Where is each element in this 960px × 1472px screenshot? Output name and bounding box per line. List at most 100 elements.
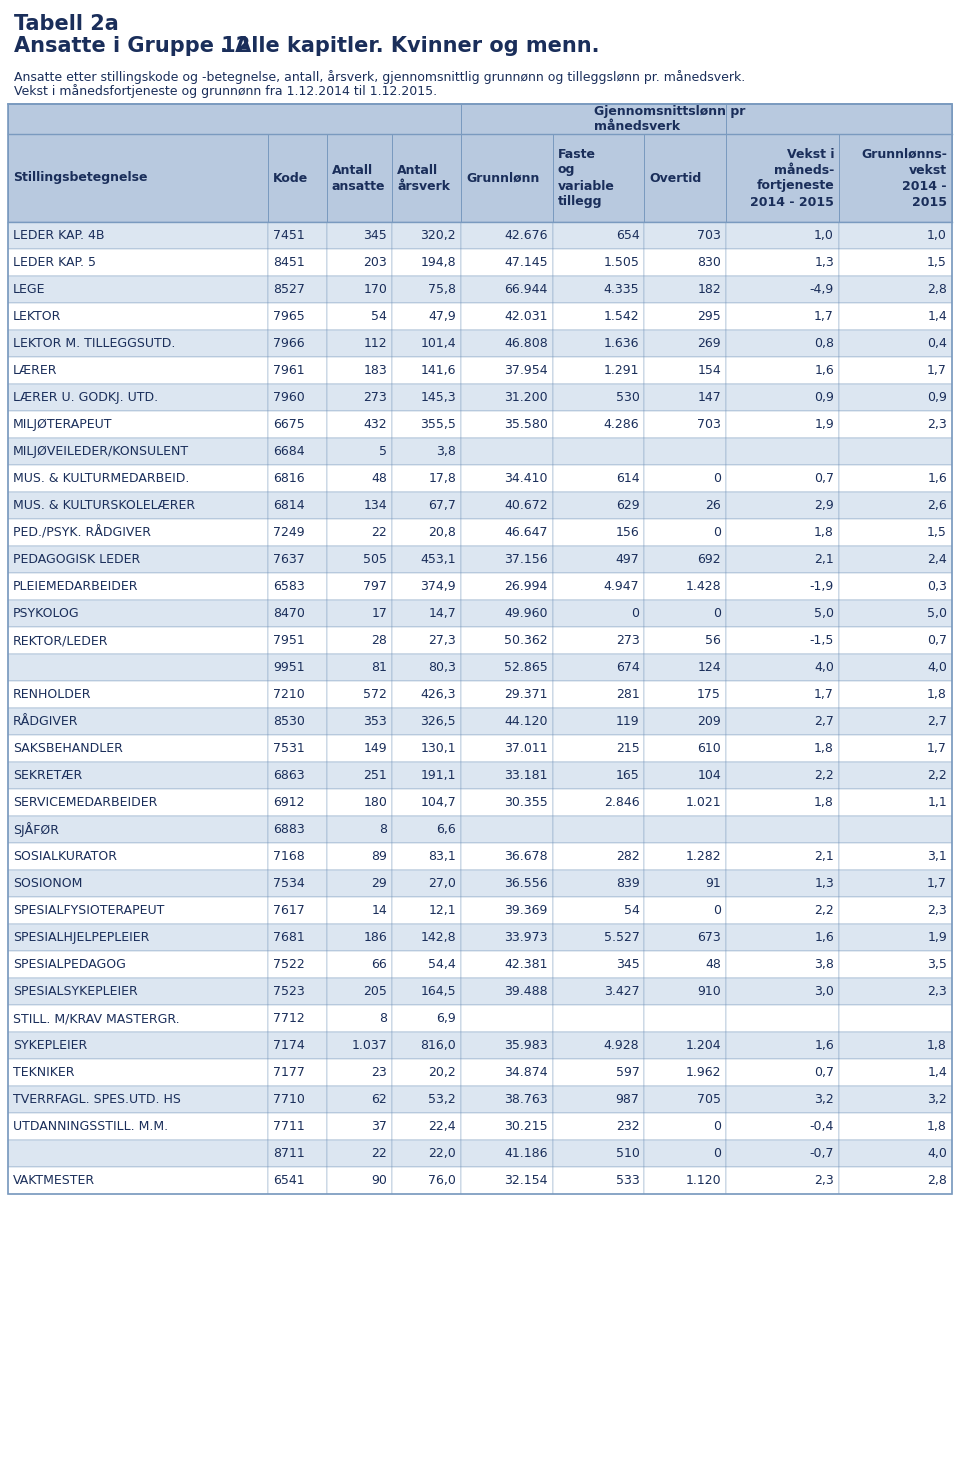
Bar — [326, 762, 392, 789]
Bar — [839, 951, 952, 977]
Bar — [326, 277, 392, 303]
Bar — [553, 546, 644, 573]
Text: 0: 0 — [713, 1120, 721, 1133]
Text: 1,8: 1,8 — [927, 687, 947, 701]
Bar — [553, 573, 644, 601]
Text: 355,5: 355,5 — [420, 418, 456, 431]
Text: 0: 0 — [713, 1147, 721, 1160]
Bar — [553, 1139, 644, 1167]
Bar — [553, 249, 644, 277]
Bar — [326, 222, 392, 249]
Text: LEDER KAP. 4B: LEDER KAP. 4B — [13, 230, 105, 241]
Text: 4.947: 4.947 — [604, 580, 639, 593]
Text: 7249: 7249 — [273, 526, 304, 539]
Bar — [644, 951, 726, 977]
Text: 54: 54 — [372, 311, 387, 322]
Bar — [461, 330, 553, 358]
Bar — [726, 1139, 839, 1167]
Text: 2,8: 2,8 — [927, 1175, 947, 1186]
Text: 7681: 7681 — [273, 930, 304, 944]
Text: 533: 533 — [615, 1175, 639, 1186]
Bar — [461, 384, 553, 411]
Bar — [8, 1058, 952, 1086]
Text: 1.291: 1.291 — [604, 364, 639, 377]
Bar — [326, 1139, 392, 1167]
Text: 6684: 6684 — [273, 445, 304, 458]
Text: 37.156: 37.156 — [504, 553, 548, 567]
Bar — [268, 708, 326, 735]
Bar — [644, 654, 726, 682]
Text: 30.355: 30.355 — [504, 796, 548, 810]
Bar — [644, 815, 726, 843]
Text: LEDER KAP. 5: LEDER KAP. 5 — [13, 256, 96, 269]
Text: 8470: 8470 — [273, 606, 304, 620]
Text: 38.763: 38.763 — [504, 1094, 548, 1105]
Bar — [268, 870, 326, 896]
Bar — [726, 815, 839, 843]
Text: 32.154: 32.154 — [504, 1175, 548, 1186]
Bar — [392, 977, 461, 1005]
Bar — [268, 277, 326, 303]
Text: Antall
ansatte: Antall ansatte — [332, 163, 385, 193]
Bar — [326, 843, 392, 870]
Text: 0,4: 0,4 — [927, 337, 947, 350]
Bar — [726, 277, 839, 303]
Text: 910: 910 — [697, 985, 721, 998]
Text: 215: 215 — [615, 742, 639, 755]
Bar — [839, 1167, 952, 1194]
Bar — [553, 1113, 644, 1139]
Bar — [644, 682, 726, 708]
Text: 453,1: 453,1 — [420, 553, 456, 567]
Text: 76,0: 76,0 — [428, 1175, 456, 1186]
Bar — [8, 249, 268, 277]
Text: 33.181: 33.181 — [504, 768, 548, 782]
Text: Ansatte etter stillingskode og -betegnelse, antall, årsverk, gjennomsnittlig gru: Ansatte etter stillingskode og -betegnel… — [14, 71, 745, 84]
Text: PED./PSYK. RÅDGIVER: PED./PSYK. RÅDGIVER — [13, 526, 151, 539]
Text: 269: 269 — [697, 337, 721, 350]
Text: 497: 497 — [615, 553, 639, 567]
Bar — [268, 924, 326, 951]
Bar — [8, 1113, 268, 1139]
Text: 7177: 7177 — [273, 1066, 304, 1079]
Bar — [326, 1113, 392, 1139]
Bar — [839, 330, 952, 358]
Bar — [326, 870, 392, 896]
Bar — [8, 222, 268, 249]
Bar — [8, 815, 952, 843]
Bar — [726, 1032, 839, 1058]
Bar — [726, 951, 839, 977]
Text: PSYKOLOG: PSYKOLOG — [13, 606, 80, 620]
Bar — [8, 303, 268, 330]
Bar — [839, 1032, 952, 1058]
Text: 273: 273 — [615, 634, 639, 648]
Text: 194,8: 194,8 — [420, 256, 456, 269]
Bar — [8, 105, 952, 1194]
Bar — [644, 303, 726, 330]
Bar — [8, 708, 268, 735]
Bar — [839, 384, 952, 411]
Bar — [726, 977, 839, 1005]
Bar — [392, 222, 461, 249]
Bar — [644, 520, 726, 546]
Bar — [268, 762, 326, 789]
Bar — [392, 627, 461, 654]
Text: 29: 29 — [372, 877, 387, 891]
Bar — [326, 924, 392, 951]
Text: 2,3: 2,3 — [927, 904, 947, 917]
Bar — [8, 384, 952, 411]
Text: 124: 124 — [697, 661, 721, 674]
Bar — [644, 1113, 726, 1139]
Bar — [726, 1086, 839, 1113]
Text: 2,7: 2,7 — [927, 715, 947, 729]
Bar — [8, 492, 952, 520]
Text: 36.678: 36.678 — [504, 849, 548, 863]
Bar — [726, 708, 839, 735]
Bar — [392, 870, 461, 896]
Text: 39.369: 39.369 — [504, 904, 548, 917]
Text: TEKNIKER: TEKNIKER — [13, 1066, 75, 1079]
Text: 48: 48 — [706, 958, 721, 972]
Text: 203: 203 — [364, 256, 387, 269]
Text: 75,8: 75,8 — [428, 283, 456, 296]
Bar — [553, 1167, 644, 1194]
Bar — [726, 1113, 839, 1139]
